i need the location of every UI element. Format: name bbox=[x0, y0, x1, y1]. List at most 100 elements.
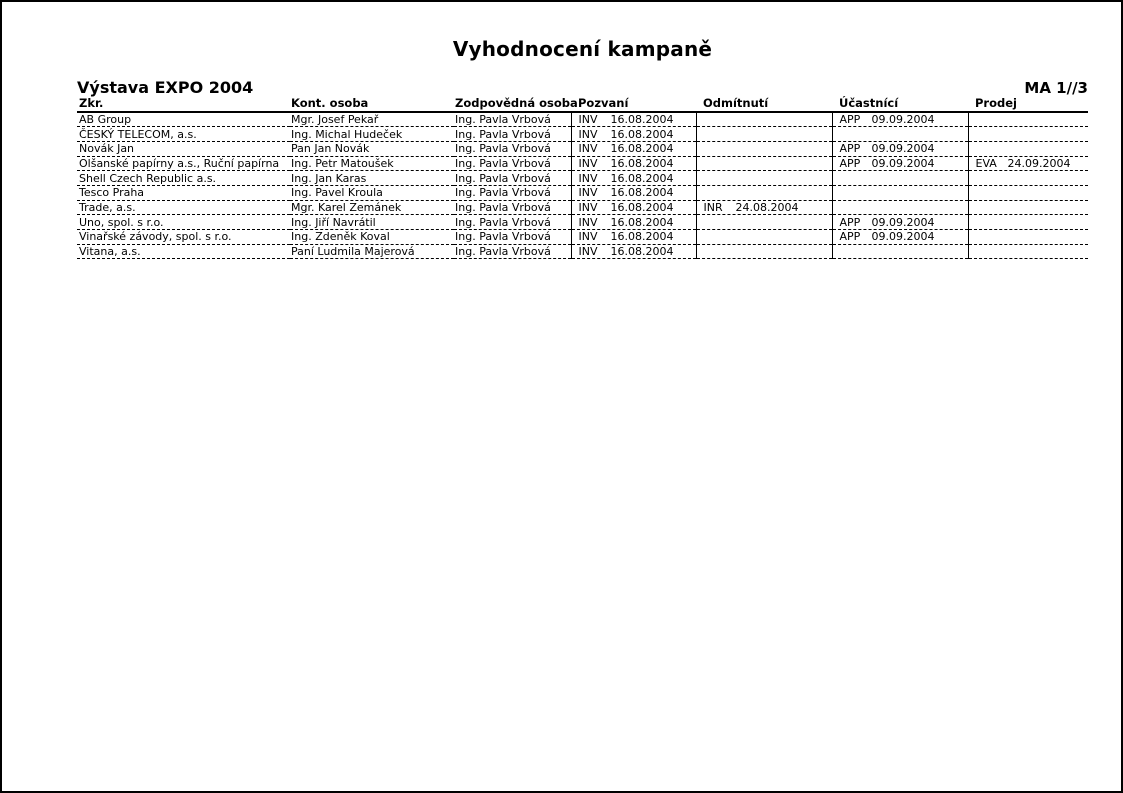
status-code: INV bbox=[578, 171, 598, 185]
status-code: APP bbox=[839, 156, 861, 170]
table-row: Trade, a.s. Mgr. Karel Zemánek Ing. Pavl… bbox=[77, 200, 1088, 216]
cell-zkr: Trade, a.s. bbox=[77, 200, 290, 216]
cell-ucastnici bbox=[831, 185, 968, 201]
section-header-row: Výstava EXPO 2004 MA 1//3 bbox=[77, 78, 1088, 97]
status-date: 09.09.2004 bbox=[871, 230, 935, 244]
cell-prodej bbox=[967, 112, 1088, 128]
cell-zkr: Shell Czech Republic a.s. bbox=[77, 170, 290, 186]
status-code: APP bbox=[839, 142, 861, 156]
cell-ucastnici: APP 09.09.2004 bbox=[831, 141, 968, 157]
cell-zodpovedna-osoba: Ing. Pavla Vrbová bbox=[454, 185, 571, 201]
cell-odmitnuti: INR 24.08.2004 bbox=[695, 200, 832, 216]
cell-pozvani: INV 16.08.2004 bbox=[570, 141, 696, 157]
cell-prodej bbox=[967, 185, 1088, 201]
table-row: Vinařské závody, spol. s r.o. Ing. Zdeně… bbox=[77, 229, 1088, 245]
cell-ucastnici: APP 09.09.2004 bbox=[831, 214, 968, 230]
cell-kont-osoba: Pan Jan Novák bbox=[290, 141, 454, 157]
cell-zodpovedna-osoba: Ing. Pavla Vrbová bbox=[454, 214, 571, 230]
cell-kont-osoba: Paní Ludmila Majerová bbox=[290, 244, 454, 260]
cell-zkr: Novák Jan bbox=[77, 141, 290, 157]
cell-odmitnuti bbox=[695, 156, 832, 172]
cell-pozvani: INV 16.08.2004 bbox=[570, 156, 696, 172]
column-header-odmitnuti: Odmítnutí bbox=[696, 96, 832, 113]
cell-odmitnuti bbox=[695, 141, 832, 157]
column-header-zkr: Zkr. bbox=[77, 96, 290, 113]
table-row: Shell Czech Republic a.s. Ing. Jan Karas… bbox=[77, 170, 1088, 186]
cell-zkr: ČESKÝ TELECOM, a.s. bbox=[77, 126, 290, 142]
cell-kont-osoba: Ing. Jiří Navrátil bbox=[290, 214, 454, 230]
status-date: 09.09.2004 bbox=[871, 215, 935, 229]
table-row: Uno, spol. s r.o. Ing. Jiří Navrátil Ing… bbox=[77, 214, 1088, 230]
cell-zodpovedna-osoba: Ing. Pavla Vrbová bbox=[454, 170, 571, 186]
status-date: 16.08.2004 bbox=[610, 127, 674, 141]
cell-odmitnuti bbox=[695, 170, 832, 186]
cell-kont-osoba: Ing. Jan Karas bbox=[290, 170, 454, 186]
cell-zkr: Tesco Praha bbox=[77, 185, 290, 201]
status-date: 16.08.2004 bbox=[610, 200, 674, 214]
cell-zodpovedna-osoba: Ing. Pavla Vrbová bbox=[454, 200, 571, 216]
cell-odmitnuti bbox=[695, 185, 832, 201]
cell-kont-osoba: Ing. Zdeněk Koval bbox=[290, 229, 454, 245]
table-row: Vitana, a.s. Paní Ludmila Majerová Ing. … bbox=[77, 244, 1088, 260]
status-date: 16.08.2004 bbox=[610, 186, 674, 200]
cell-zodpovedna-osoba: Ing. Pavla Vrbová bbox=[454, 244, 571, 260]
status-code: INV bbox=[578, 215, 598, 229]
cell-prodej bbox=[967, 229, 1088, 245]
table-row: Olšanské papírny a.s., Ruční papírna Ing… bbox=[77, 156, 1088, 172]
status-code: INV bbox=[578, 230, 598, 244]
status-date: 16.08.2004 bbox=[610, 113, 674, 127]
status-date: 16.08.2004 bbox=[610, 171, 674, 185]
status-code: INV bbox=[578, 156, 598, 170]
cell-zodpovedna-osoba: Ing. Pavla Vrbová bbox=[454, 156, 571, 172]
status-code: APP bbox=[839, 230, 861, 244]
cell-ucastnici: APP 09.09.2004 bbox=[831, 112, 968, 128]
cell-pozvani: INV 16.08.2004 bbox=[570, 170, 696, 186]
cell-zkr: Uno, spol. s r.o. bbox=[77, 214, 290, 230]
status-code: EVA bbox=[975, 156, 997, 170]
status-code: INV bbox=[578, 127, 598, 141]
cell-pozvani: INV 16.08.2004 bbox=[570, 200, 696, 216]
cell-pozvani: INV 16.08.2004 bbox=[570, 185, 696, 201]
table-header-row: Zkr. Kont. osoba Zodpovědná osoba Pozvan… bbox=[77, 96, 1088, 113]
cell-pozvani: INV 16.08.2004 bbox=[570, 126, 696, 142]
cell-prodej bbox=[967, 126, 1088, 142]
status-code: INV bbox=[578, 142, 598, 156]
cell-ucastnici bbox=[831, 200, 968, 216]
column-header-ucastnici: Účastnící bbox=[832, 96, 968, 113]
cell-zkr: AB Group bbox=[77, 112, 290, 128]
cell-zodpovedna-osoba: Ing. Pavla Vrbová bbox=[454, 126, 571, 142]
cell-prodej bbox=[967, 244, 1088, 260]
cell-pozvani: INV 16.08.2004 bbox=[570, 229, 696, 245]
status-date: 16.08.2004 bbox=[610, 156, 674, 170]
column-header-zodpovedna-osoba: Zodpovědná osoba bbox=[454, 96, 578, 113]
cell-pozvani: INV 16.08.2004 bbox=[570, 244, 696, 260]
cell-odmitnuti bbox=[695, 214, 832, 230]
status-code: INV bbox=[578, 186, 598, 200]
cell-prodej bbox=[967, 200, 1088, 216]
status-code: INV bbox=[578, 245, 598, 259]
cell-ucastnici: APP 09.09.2004 bbox=[831, 229, 968, 245]
cell-zodpovedna-osoba: Ing. Pavla Vrbová bbox=[454, 112, 571, 128]
cell-ucastnici: APP 09.09.2004 bbox=[831, 156, 968, 172]
cell-prodej: EVA 24.09.2004 bbox=[967, 156, 1088, 172]
cell-ucastnici bbox=[831, 170, 968, 186]
status-date: 16.08.2004 bbox=[610, 230, 674, 244]
cell-zkr: Olšanské papírny a.s., Ruční papírna bbox=[77, 156, 290, 172]
status-date: 09.09.2004 bbox=[871, 156, 935, 170]
cell-kont-osoba: Ing. Pavel Kroula bbox=[290, 185, 454, 201]
cell-odmitnuti bbox=[695, 229, 832, 245]
cell-odmitnuti bbox=[695, 126, 832, 142]
table-row: ČESKÝ TELECOM, a.s. Ing. Michal Hudeček … bbox=[77, 126, 1088, 142]
status-code: APP bbox=[839, 215, 861, 229]
cell-kont-osoba: Mgr. Josef Pekař bbox=[290, 112, 454, 128]
cell-kont-osoba: Ing. Petr Matoušek bbox=[290, 156, 454, 172]
status-date: 24.08.2004 bbox=[735, 200, 799, 214]
table-row: Novák Jan Pan Jan Novák Ing. Pavla Vrbov… bbox=[77, 141, 1088, 157]
column-header-prodej: Prodej bbox=[968, 96, 1088, 113]
cell-zkr: Vitana, a.s. bbox=[77, 244, 290, 260]
cell-prodej bbox=[967, 214, 1088, 230]
cell-kont-osoba: Ing. Michal Hudeček bbox=[290, 126, 454, 142]
status-date: 16.08.2004 bbox=[610, 245, 674, 259]
table-row: Tesco Praha Ing. Pavel Kroula Ing. Pavla… bbox=[77, 185, 1088, 201]
status-date: 24.09.2004 bbox=[1007, 156, 1071, 170]
